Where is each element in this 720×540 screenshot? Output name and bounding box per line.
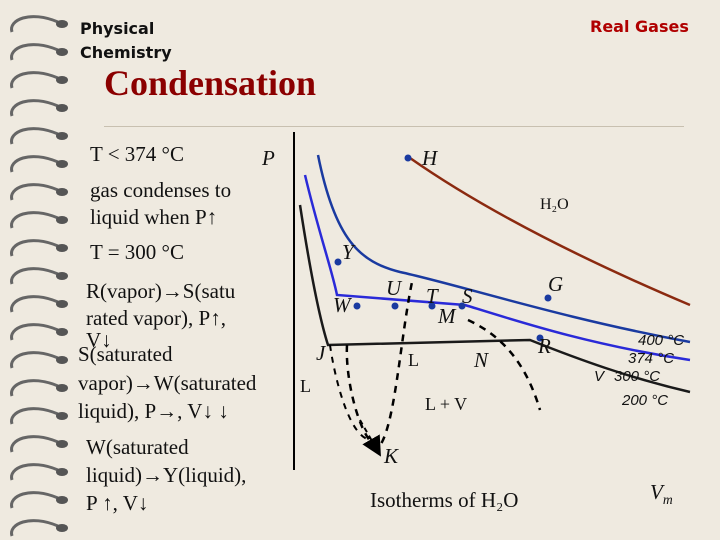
- binder-rings-decoration: [10, 15, 68, 537]
- note-line-5: R(vapor)→S(satu: [86, 279, 236, 303]
- label-t: T: [426, 284, 438, 308]
- label-h: H: [422, 146, 438, 170]
- v-side-label: V: [594, 368, 605, 385]
- v-axis-letter: V: [650, 480, 663, 504]
- point-t: [428, 302, 436, 310]
- region-label: L + V: [425, 394, 468, 414]
- note-line-7: V↓: [86, 328, 112, 352]
- arrow-to-k: [359, 419, 381, 457]
- substance-label: H₂O: [540, 196, 569, 213]
- note-line-4: T = 300 °C: [90, 240, 184, 264]
- isotherm-300: [303, 174, 691, 362]
- subject-line-2: Chemistry: [80, 43, 172, 62]
- note-line-2: gas condenses to: [90, 178, 232, 202]
- p-axis-label: P: [262, 146, 275, 170]
- label-n: N: [474, 348, 489, 372]
- label-j: J: [316, 341, 326, 365]
- vdw-loop: [329, 344, 373, 441]
- label-k: K: [384, 444, 399, 468]
- note-line-3: liquid when P↑: [90, 205, 218, 229]
- isotherm-label-300: 300 °C: [614, 368, 661, 385]
- point-h: [404, 154, 412, 162]
- v-axis-label: Vm: [650, 480, 673, 508]
- v-axis-sub: m: [662, 492, 673, 508]
- label-l-inner: L: [408, 350, 419, 370]
- section-label: Real Gases: [590, 17, 689, 36]
- note-line-12: liquid)→Y(liquid),: [86, 463, 247, 487]
- note-line-8: S(saturated: [78, 342, 173, 366]
- coexistence-curve: [345, 281, 542, 450]
- note-line-13: P ↑, V↓: [86, 491, 149, 515]
- label-g: G: [548, 272, 564, 296]
- isotherm-200: [298, 204, 691, 394]
- note-line-9: vapor)→W(saturated: [78, 371, 257, 395]
- label-l: L: [300, 376, 311, 396]
- note-line-6: rated vapor), P↑,: [86, 306, 226, 330]
- title-divider: [104, 126, 684, 127]
- point-w: [353, 302, 361, 310]
- label-y: Y: [342, 240, 354, 264]
- point-y: [334, 258, 342, 266]
- point-g: [544, 294, 552, 302]
- label-m: M: [438, 304, 456, 328]
- subject-line-1: Physical: [80, 19, 155, 38]
- isotherm-400: [409, 156, 691, 307]
- point-s: [458, 302, 466, 310]
- isotherm-label-400: 400 °C: [638, 332, 685, 349]
- label-r: R: [538, 334, 551, 358]
- isotherm-label-200: 200 °C: [622, 392, 669, 409]
- isotherm-label-374: 374 °C: [628, 350, 675, 367]
- subject-label: Physical Chemistry: [80, 17, 172, 65]
- isotherm-374: [316, 154, 691, 344]
- note-line-11: W(saturated: [86, 435, 189, 459]
- label-w: W: [333, 293, 351, 317]
- note-line-10: liquid), P→, V↓ ↓: [78, 399, 229, 423]
- diagram-caption: Isotherms of H₂O: [370, 488, 519, 512]
- label-s: S: [462, 284, 473, 308]
- point-r: [536, 334, 544, 342]
- page-title: Condensation: [104, 63, 317, 103]
- label-u: U: [386, 276, 402, 300]
- point-u: [391, 302, 399, 310]
- note-line-1: T < 374 °C: [90, 142, 184, 166]
